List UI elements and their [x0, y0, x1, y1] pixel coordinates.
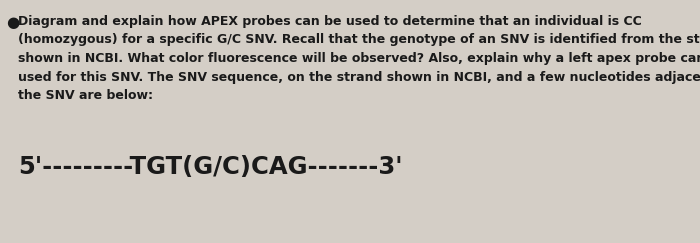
Text: 5'---------TGT(G/C)CAG-------3': 5'---------TGT(G/C)CAG-------3'	[18, 155, 402, 179]
Text: the SNV are below:: the SNV are below:	[18, 89, 153, 102]
Text: shown in NCBI. What color fluorescence will be observed? Also, explain why a lef: shown in NCBI. What color fluorescence w…	[18, 52, 700, 65]
Text: used for this SNV. The SNV sequence, on the strand shown in NCBI, and a few nucl: used for this SNV. The SNV sequence, on …	[18, 70, 700, 84]
Text: ●: ●	[6, 15, 20, 30]
Text: (homozygous) for a specific G/C SNV. Recall that the genotype of an SNV is ident: (homozygous) for a specific G/C SNV. Rec…	[18, 34, 700, 46]
Text: Diagram and explain how APEX probes can be used to determine that an individual : Diagram and explain how APEX probes can …	[18, 15, 642, 28]
